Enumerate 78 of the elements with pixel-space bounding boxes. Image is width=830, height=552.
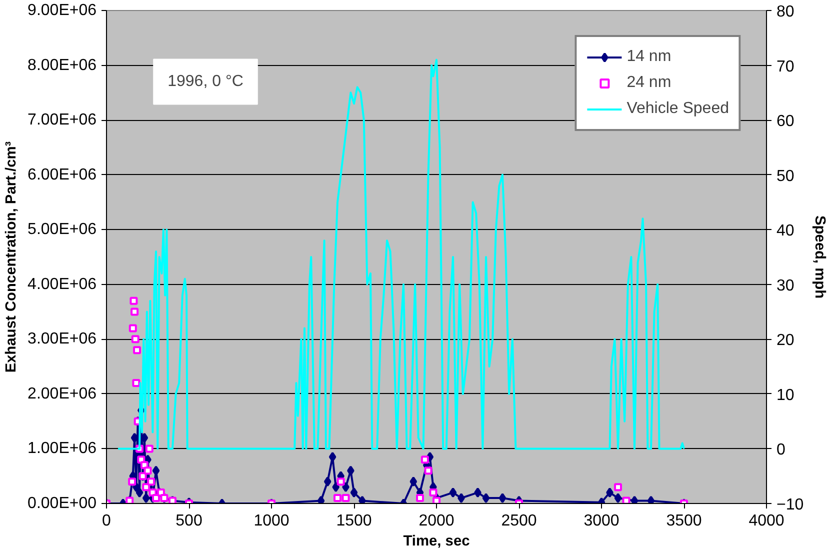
y-tick-label: 1.00E+06 [28, 440, 97, 458]
y2-tick-label: 0 [776, 442, 786, 459]
legend-label: 14 nm [626, 48, 672, 66]
y2-tick-label: 50 [776, 168, 794, 185]
point [324, 476, 332, 487]
point [342, 494, 350, 502]
legend-label: 24 nm [626, 74, 672, 92]
point [128, 478, 136, 486]
point [432, 496, 440, 504]
y-tick-label: 8.00E+06 [28, 56, 97, 74]
point [614, 493, 622, 504]
y2-tick-label: 60 [776, 113, 794, 130]
point [342, 482, 350, 492]
point [128, 324, 137, 332]
point [498, 493, 506, 504]
point [144, 466, 152, 475]
x-tick-label: 3500 [666, 512, 702, 530]
point [332, 482, 340, 492]
point [347, 466, 354, 476]
point [131, 335, 140, 344]
x-tick-label: 2500 [501, 512, 537, 530]
y-tick-label: 0.00E+00 [28, 495, 97, 512]
x-tick-label: 3000 [584, 512, 620, 530]
point [133, 346, 142, 354]
x-tick-label: 1500 [336, 512, 372, 530]
y2-tick-label: 70 [776, 58, 794, 76]
point [482, 493, 490, 504]
y2-tick-label: 20 [776, 332, 794, 350]
y2-axis-title: Speed, mph [812, 215, 828, 299]
point [429, 488, 438, 497]
point [420, 456, 429, 464]
y-tick-label: 9.00E+06 [28, 2, 97, 19]
x-tick-label: 2000 [418, 512, 454, 530]
point [614, 483, 622, 492]
point [136, 488, 144, 498]
point [622, 496, 630, 504]
y2-tick-label: −10 [776, 496, 804, 514]
y-tick-label: 7.00E+06 [28, 112, 97, 129]
x-axis-title: Time, sec [403, 534, 470, 550]
point [410, 476, 418, 487]
y2-tick-label: 80 [776, 4, 794, 20]
point [142, 493, 150, 504]
x-tick-label: 4000 [748, 512, 784, 530]
point [424, 466, 432, 475]
point [328, 452, 336, 462]
y2-tick-label: 10 [776, 386, 794, 404]
x-tick-label: 0 [102, 512, 112, 530]
point [606, 488, 614, 498]
point [130, 296, 138, 305]
point [630, 496, 638, 504]
point [474, 488, 482, 498]
point [147, 478, 156, 486]
y-axis-title: Exhaust Concentration, Part./cm³ [4, 141, 20, 373]
point [350, 488, 358, 498]
point [132, 378, 140, 387]
point [334, 494, 342, 502]
point [152, 466, 160, 476]
point [152, 494, 160, 502]
y-tick-label: 2.00E+06 [28, 385, 97, 402]
text: 1996, 0 °C [168, 73, 244, 90]
point [458, 493, 465, 504]
y-tick-label: 4.00E+06 [28, 276, 97, 293]
y2-tick-label: 30 [776, 277, 794, 294]
point [358, 496, 366, 504]
y-tick-label: 5.00E+06 [28, 221, 97, 238]
point [647, 496, 655, 504]
y2-tick-label: 40 [776, 222, 794, 240]
point [130, 308, 139, 316]
legend-label: Vehicle Speed [626, 100, 729, 118]
point [336, 478, 345, 486]
point [416, 494, 424, 502]
x-tick-label: 1000 [254, 512, 290, 530]
x-tick-label: 500 [176, 512, 202, 530]
point [449, 488, 457, 498]
point [317, 496, 325, 504]
y-tick-label: 6.00E+06 [28, 166, 97, 184]
y-tick-label: 3.00E+06 [28, 330, 97, 348]
point [145, 444, 154, 453]
